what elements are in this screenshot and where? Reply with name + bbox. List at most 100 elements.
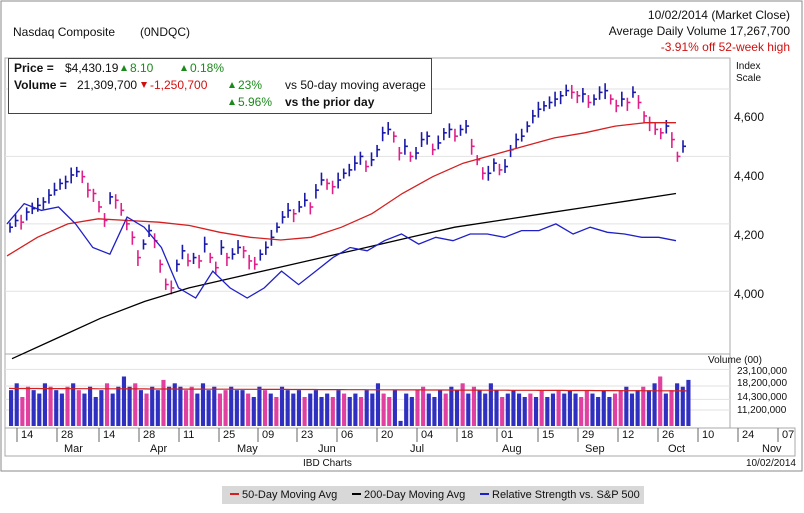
x-month-label: Mar <box>64 443 83 455</box>
price-tick-label: 4,600 <box>734 110 765 124</box>
volume-bar <box>680 386 685 426</box>
volume-bar <box>686 379 691 426</box>
vol-vs-ma-text: vs 50-day moving average <box>285 78 426 92</box>
up-arrow-icon <box>229 82 235 88</box>
x-day-label: 24 <box>742 429 755 441</box>
volume-bar <box>302 396 307 426</box>
x-day-label: 29 <box>582 429 595 441</box>
volume-bar <box>381 393 386 426</box>
volume-bar <box>364 390 369 426</box>
volume-bar <box>308 393 313 426</box>
volume-bar <box>257 386 262 426</box>
volume-bar <box>347 396 352 426</box>
x-day-label: 28 <box>61 429 74 441</box>
volume-bar <box>342 393 347 426</box>
volume-bar <box>37 393 42 426</box>
legend-swatch <box>352 493 361 495</box>
volume-bar <box>353 393 358 426</box>
x-day-label: 25 <box>223 429 236 441</box>
volume-bar <box>556 390 561 426</box>
legend-swatch <box>480 493 489 495</box>
x-month-label: Sep <box>585 443 605 455</box>
volume-bar <box>612 393 618 426</box>
date-label: 10/02/2014 (Market Close) <box>647 8 790 22</box>
volume-tick-label: 11,200,000 <box>737 405 787 416</box>
volume-bar <box>443 393 448 426</box>
volume-bar <box>133 383 138 426</box>
volume-bar <box>652 383 657 426</box>
volume-bar <box>573 393 578 426</box>
series-line-2 <box>6 202 677 299</box>
up-arrow-icon <box>229 99 235 105</box>
volume-bar <box>675 383 680 426</box>
x-day-label: 12 <box>622 429 635 441</box>
x-day-label: 18 <box>461 429 474 441</box>
legend-label: Relative Strength vs. S&P 500 <box>492 489 640 501</box>
volume-bar <box>138 390 143 426</box>
volume-bar <box>392 390 397 426</box>
volume-bar <box>99 390 104 426</box>
x-month-label: Nov <box>762 443 782 455</box>
volume-bar <box>268 393 273 426</box>
down-arrow-icon <box>141 82 147 88</box>
volume-bar <box>212 386 217 426</box>
footer-date: 10/02/2014 <box>745 458 796 469</box>
volume-bar <box>500 396 505 426</box>
legend-label: 50-Day Moving Avg <box>242 489 338 501</box>
x-day-label: 04 <box>421 429 434 441</box>
volume-bar <box>387 396 392 426</box>
legend-item-200day: 200-Day Moving Avg <box>352 489 465 501</box>
date-axis-panel <box>4 427 796 457</box>
volume-change: -1,250,700 <box>141 78 207 92</box>
volume-bar <box>415 390 420 426</box>
x-month-label: May <box>237 443 258 455</box>
x-day-label: 26 <box>662 429 675 441</box>
volume-bar <box>539 390 544 426</box>
x-day-label: 11 <box>183 429 195 441</box>
volume-tick-label: 14,300,000 <box>737 392 788 403</box>
price-tick-label: 4,200 <box>734 228 765 242</box>
volume-tick-label: 23,100,000 <box>737 366 788 377</box>
index-name: Nasdaq Composite <box>13 25 116 39</box>
volume-bar <box>178 386 183 426</box>
volume-bar <box>189 386 194 426</box>
volume-moving-average <box>8 387 687 392</box>
volume-bar <box>488 383 493 426</box>
volume-bar <box>251 396 256 426</box>
legend-label: 200-Day Moving Avg <box>364 489 466 501</box>
vol-vs-ma-pct-value: 23% <box>238 78 263 92</box>
volume-bar <box>646 390 651 426</box>
x-day-label: 23 <box>301 429 314 441</box>
volume-tick-label: 18,200,000 <box>737 378 788 389</box>
vol-vs-prior-pct: 5.96% <box>229 95 272 109</box>
volume-bar <box>471 386 477 426</box>
volume-bar <box>279 386 285 426</box>
volume-bar <box>155 390 160 426</box>
volume-bar <box>88 386 93 426</box>
volume-bar <box>641 386 646 426</box>
volume-bar <box>505 393 510 426</box>
price-change: 8.10 <box>121 61 153 75</box>
volume-bar <box>358 396 364 426</box>
volume-bar <box>116 386 121 426</box>
volume-bar <box>240 390 245 426</box>
volume-bar <box>590 393 595 426</box>
legend-item-50day: 50-Day Moving Avg <box>230 489 337 501</box>
price-label: Price = <box>14 61 54 75</box>
x-day-label: 20 <box>381 429 394 441</box>
volume-bar <box>579 396 584 426</box>
vol-vs-ma-pct: 23% <box>229 78 262 92</box>
volume-bar <box>635 390 640 426</box>
volume-bar <box>183 390 189 426</box>
x-day-label: 01 <box>501 429 514 441</box>
volume-bar <box>517 393 522 426</box>
price-tick-label: 4,000 <box>734 287 765 301</box>
x-month-label: Aug <box>502 443 522 455</box>
volume-label: Volume = <box>14 78 67 92</box>
volume-bar <box>601 390 606 426</box>
volume-bar <box>263 390 268 426</box>
volume-bar <box>319 396 324 426</box>
volume-bar <box>618 390 623 426</box>
volume-bar <box>477 390 482 426</box>
volume-bar <box>206 390 211 426</box>
